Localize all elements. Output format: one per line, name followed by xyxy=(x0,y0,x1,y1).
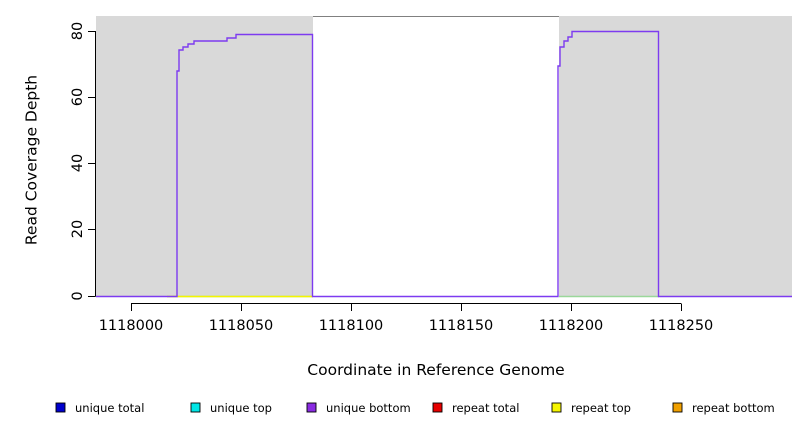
legend-swatch-repeat-bottom xyxy=(672,402,683,413)
legend-label-repeat-bottom: repeat bottom xyxy=(692,401,775,415)
series-unique-bottom xyxy=(96,30,792,298)
legend-label-unique-top: unique top xyxy=(210,401,272,415)
x-tick-label-1118200: 1118200 xyxy=(539,318,604,334)
legend-label-unique-bottom: unique bottom xyxy=(326,401,411,415)
x-tick-label-1118250: 1118250 xyxy=(649,318,714,334)
y-axis-title: Read Coverage Depth xyxy=(23,75,41,245)
x-tick-label-1118150: 1118150 xyxy=(429,318,494,334)
x-axis-title: Coordinate in Reference Genome xyxy=(307,361,564,379)
legend-label-repeat-total: repeat total xyxy=(452,401,519,415)
legend-label-repeat-top: repeat top xyxy=(571,401,631,415)
y-tick-label-80: 80 xyxy=(70,22,86,40)
legend-swatch-unique-total xyxy=(55,402,66,413)
y-axis: 80 60 40 20 0 Read Coverage Depth xyxy=(23,22,97,301)
y-tick-label-0: 0 xyxy=(70,291,86,300)
shaded-region-2 xyxy=(559,16,792,297)
legend-label-unique-total: unique total xyxy=(75,401,144,415)
x-tick-label-1118000: 1118000 xyxy=(99,318,164,334)
y-tick-label-20: 20 xyxy=(70,220,86,238)
chart-legend: unique total unique top unique bottom re… xyxy=(55,401,775,415)
x-tick-label-1118100: 1118100 xyxy=(319,318,384,334)
shaded-region-1 xyxy=(96,16,313,297)
y-tick-label-60: 60 xyxy=(70,88,86,106)
x-tick-label-1118050: 1118050 xyxy=(209,318,274,334)
legend-swatch-unique-bottom xyxy=(306,402,317,413)
y-tick-label-40: 40 xyxy=(70,154,86,172)
x-axis: 1118000 1118050 1118100 1118150 1118200 … xyxy=(99,302,714,379)
legend-swatch-repeat-total xyxy=(432,402,443,413)
legend-swatch-unique-top xyxy=(190,402,201,413)
shaded-regions xyxy=(96,16,792,297)
legend-swatch-repeat-top xyxy=(551,402,562,413)
